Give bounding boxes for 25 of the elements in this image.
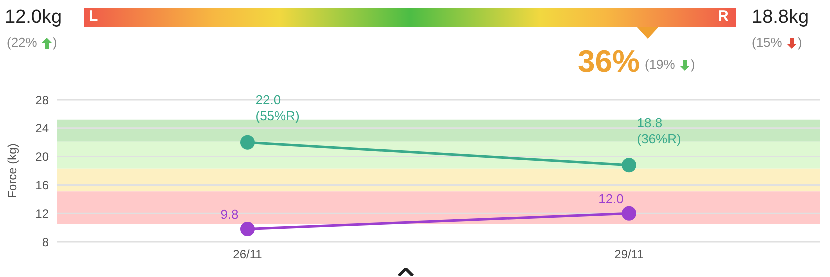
y-axis-title: Force (kg) <box>5 144 20 198</box>
y-tick-label: 8 <box>42 235 50 250</box>
y-tick-label: 12 <box>36 206 50 221</box>
point <box>622 158 636 173</box>
y-tick-label: 24 <box>36 122 50 136</box>
data-label: 22.0 (55%R) <box>256 92 300 124</box>
point <box>240 135 255 150</box>
text: (19% ) <box>645 57 696 72</box>
point <box>622 206 636 221</box>
data-label: 9.8 <box>220 207 239 222</box>
x-tick-label: 26/11 <box>233 248 263 262</box>
text: R <box>718 8 729 25</box>
text: 12.0kg <box>5 7 62 29</box>
text: (15% ) <box>752 35 802 50</box>
text: 18.8kg <box>752 7 810 29</box>
y-tick-label: 16 <box>36 178 50 192</box>
text: (22% ) <box>7 35 58 50</box>
text: L <box>89 8 98 25</box>
y-tick-label: 28 <box>36 93 50 108</box>
x-tick-label: 29/11 <box>614 248 644 262</box>
y-tick-label: 20 <box>36 150 50 164</box>
data-label: 12.0 <box>598 192 624 207</box>
data-label: 18.8 (36%R) <box>637 115 682 146</box>
text: 36% <box>578 44 640 80</box>
point <box>240 222 255 236</box>
